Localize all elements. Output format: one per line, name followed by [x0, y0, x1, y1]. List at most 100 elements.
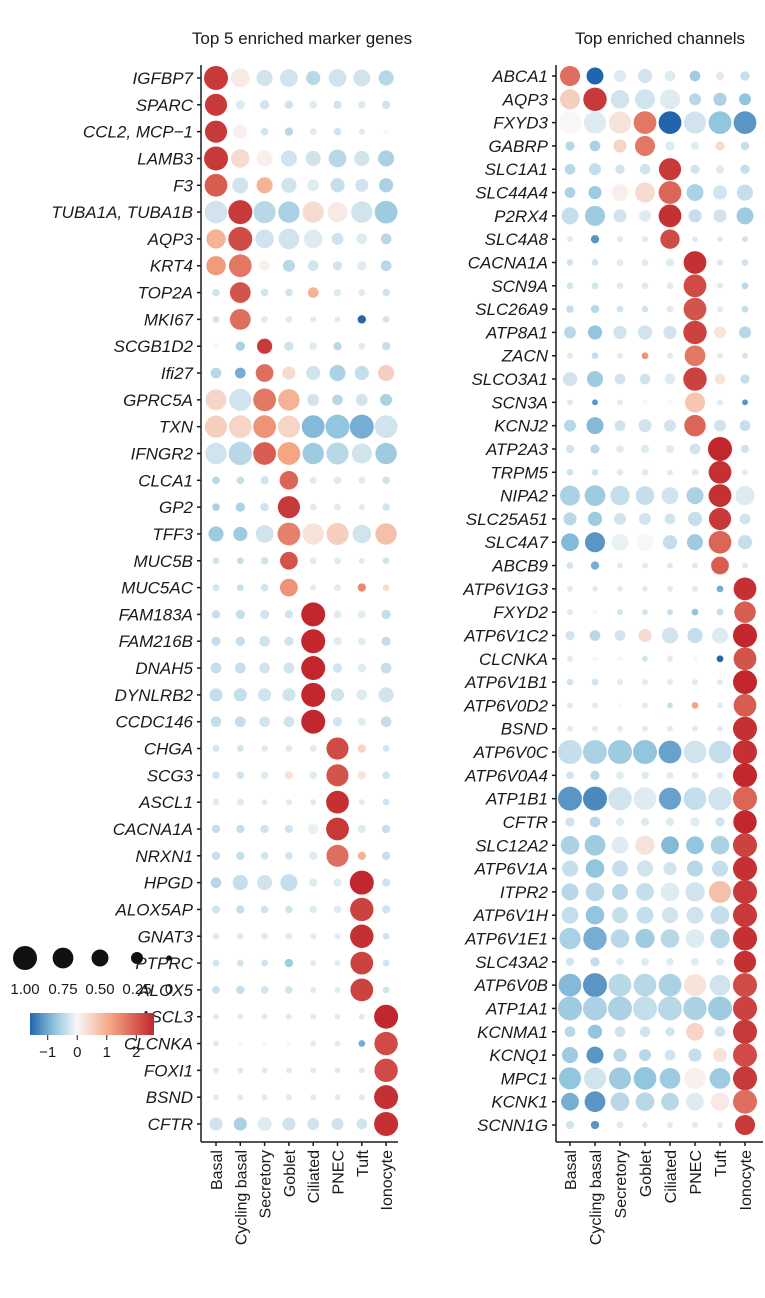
dot-slc12a2-2	[611, 836, 629, 854]
dot-top2a-0	[212, 288, 220, 297]
dot-mki67-0	[212, 315, 220, 323]
dot-abcb9-3	[642, 562, 648, 569]
dot-itpr2-4	[660, 882, 680, 902]
dot-cacna1a-2	[260, 824, 269, 834]
dot-atp6v1c2-1	[589, 630, 601, 641]
dot-p2rx4-0	[561, 207, 579, 225]
dot-gnat3-6	[350, 924, 374, 948]
dot-atp6v1c2-5	[687, 627, 703, 644]
dot-atp6v0d2-2	[617, 703, 623, 708]
dot-slc44a4-4	[658, 181, 682, 204]
dot-ifngr2-2	[253, 442, 276, 465]
dot-ccdc146-4	[301, 709, 326, 734]
dot-slc44a4-0	[564, 187, 576, 198]
dot-atp6v1h-4	[661, 907, 679, 924]
gene-label: ATP6V1H	[473, 906, 549, 925]
dot-bsnd-7	[733, 716, 757, 741]
dot-atp6v1c2-7	[733, 623, 757, 648]
dot-top2a-1	[229, 282, 251, 303]
dot-atp8a1-1	[587, 325, 603, 340]
gene-label: ATP6V1C2	[463, 626, 548, 645]
cell-type-label: Ciliated	[663, 1150, 680, 1203]
dot-mpc1-3	[633, 1066, 657, 1090]
dot-aqp3-4	[303, 229, 323, 249]
dot-fam183a-6	[358, 610, 366, 619]
gene-label: FXYD3	[493, 114, 548, 133]
dot-nipa2-1	[584, 485, 606, 506]
gene-label: SLC4A8	[485, 230, 549, 249]
dot-scg3-5	[326, 764, 349, 787]
dot-clca1-5	[333, 476, 342, 485]
cell-type-label: Basal	[563, 1150, 580, 1190]
cell-type-label: Goblet	[638, 1149, 655, 1197]
dot-atp6v0c-0	[558, 740, 582, 765]
dot-muc5b-7	[382, 557, 390, 565]
dot-slc26a9-2	[616, 305, 624, 313]
dot-zacn-5	[684, 345, 706, 367]
size-legend-label: 0.75	[48, 981, 77, 998]
dot-fam216b-2	[259, 635, 270, 647]
dot-slc1a1-3	[639, 163, 651, 175]
dot-ptprc-2	[261, 959, 268, 967]
gene-label: ATP6V1A	[474, 860, 548, 879]
dot-fam216b-1	[235, 636, 245, 646]
gene-label: GABRP	[488, 137, 548, 156]
dot-fxyd2-2	[617, 609, 623, 616]
dot-igfbp7-6	[353, 69, 371, 87]
gene-label: ATP6V0B	[474, 976, 548, 995]
dot-sparc-4	[309, 101, 317, 109]
dot-scg3-4	[309, 771, 317, 780]
dot-slc12a2-5	[686, 836, 704, 855]
dot-atp6v1h-0	[561, 906, 579, 924]
dot-gprc5a-6	[355, 393, 368, 406]
dot-fxyd2-5	[691, 608, 699, 616]
gene-label: SCN3A	[491, 393, 548, 412]
dot-gnat3-3	[285, 932, 293, 940]
dot-scnn1g-5	[692, 1122, 698, 1128]
dot-ptprc-1	[236, 959, 244, 967]
dot-atp6v1a-2	[611, 860, 629, 877]
dot-ccl2-3	[284, 127, 294, 136]
dot-itpr2-0	[561, 883, 579, 901]
dot-abca1-0	[559, 65, 581, 87]
gene-label: ATP6V0A4	[464, 766, 548, 785]
dot-ccl2-4	[309, 128, 317, 136]
gene-label: ATP1A1	[485, 999, 548, 1018]
dot-hpgd-0	[210, 877, 222, 888]
dot-tuba1a-6	[351, 201, 373, 223]
dot-clcnka-2	[617, 656, 623, 662]
dot-krt4-3	[282, 259, 295, 272]
gene-label: KCNMA1	[477, 1023, 548, 1042]
dot-atp6v1g3-1	[592, 585, 598, 592]
dot-slc25a51-3	[639, 512, 651, 525]
gene-label: BSND	[146, 1088, 193, 1107]
dot-f3-0	[204, 173, 228, 197]
dot-gabrp-4	[665, 141, 675, 151]
dot-fxyd2-3	[642, 609, 648, 616]
dot-alox5-1	[236, 985, 245, 995]
dot-itpr2-6	[708, 880, 732, 903]
dot-fxyd3-6	[708, 111, 732, 135]
gene-label: ALOX5	[137, 981, 193, 1000]
dot-fxyd3-2	[608, 111, 632, 134]
dot-foxi1-2	[261, 1067, 268, 1074]
dot-gp2-4	[309, 503, 317, 511]
dot-kcnq1-6	[712, 1047, 728, 1063]
dot-slc43a2-4	[666, 958, 674, 966]
dot-atp6v1c2-0	[565, 630, 575, 641]
dot-ascl3-3	[285, 1013, 292, 1020]
dot-txn-1	[228, 415, 252, 439]
size-legend-label: 0.25	[122, 981, 151, 998]
dot-muc5ac-0	[212, 584, 220, 591]
cell-type-label: Cycling basal	[233, 1150, 250, 1245]
dot-abcb9-2	[617, 562, 623, 569]
dot-kcnq1-0	[561, 1047, 579, 1064]
dot-ifngr2-3	[277, 442, 301, 465]
dot-trpm5-2	[616, 468, 624, 476]
color-tick-label: 2	[132, 1044, 140, 1061]
dot-trpm5-4	[667, 469, 673, 476]
dot-cacna1a-0	[211, 824, 221, 834]
dot-cacna1a-3	[641, 259, 649, 266]
gene-label: CCL2, MCP−1	[83, 123, 193, 142]
dot-abca1-4	[664, 70, 676, 82]
